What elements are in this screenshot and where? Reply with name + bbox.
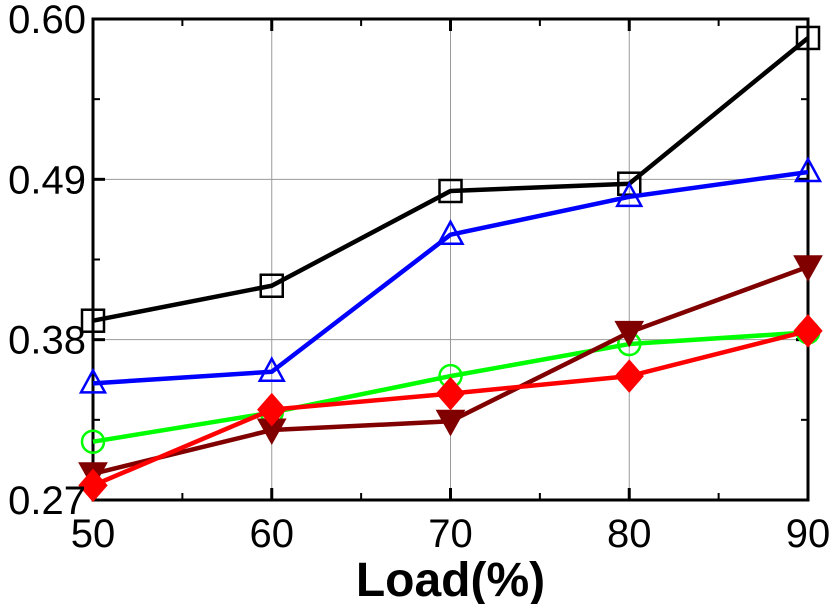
diamond-marker	[435, 376, 466, 411]
x-tick-labels: 50 60 70 80 90	[71, 512, 830, 556]
y-tick-label: 0.49	[8, 158, 86, 202]
series-group	[78, 25, 823, 503]
x-tick-label: 50	[71, 512, 116, 556]
x-axis-title: Load(%)	[356, 554, 545, 604]
triangle-up-marker	[436, 219, 465, 245]
square-marker	[259, 273, 284, 298]
x-tick-label: 90	[786, 512, 830, 556]
triangle-up-marker	[793, 156, 823, 183]
diamond-marker	[793, 314, 823, 348]
triangle-down-marker	[614, 320, 645, 348]
series-line	[92, 330, 809, 444]
axis-ticks	[91, 17, 810, 502]
y-tick-label: 0.38	[8, 319, 86, 363]
series-4	[78, 255, 823, 489]
y-tick-label: 0.27	[8, 479, 86, 523]
series-5	[78, 314, 823, 503]
triangle-up-marker	[257, 356, 286, 382]
triangle-up-marker	[615, 181, 644, 208]
circle-marker	[80, 429, 106, 454]
triangle-up-marker	[78, 367, 108, 394]
diamond-marker	[257, 392, 287, 427]
series-line	[92, 169, 809, 386]
x-tick-label: 60	[250, 512, 295, 556]
x-tick-label: 70	[428, 512, 473, 556]
triangle-down-marker	[793, 255, 823, 282]
square-marker	[80, 308, 106, 333]
square-marker	[438, 178, 463, 204]
y-tick-labels: 0.27 0.38 0.49 0.60	[8, 0, 86, 523]
square-marker	[795, 25, 821, 51]
diamond-marker	[78, 468, 108, 503]
y-tick-label: 0.60	[8, 0, 86, 42]
diamond-marker	[614, 359, 644, 393]
series-line	[92, 36, 810, 323]
series-2	[78, 156, 823, 394]
x-tick-label: 80	[607, 512, 652, 556]
